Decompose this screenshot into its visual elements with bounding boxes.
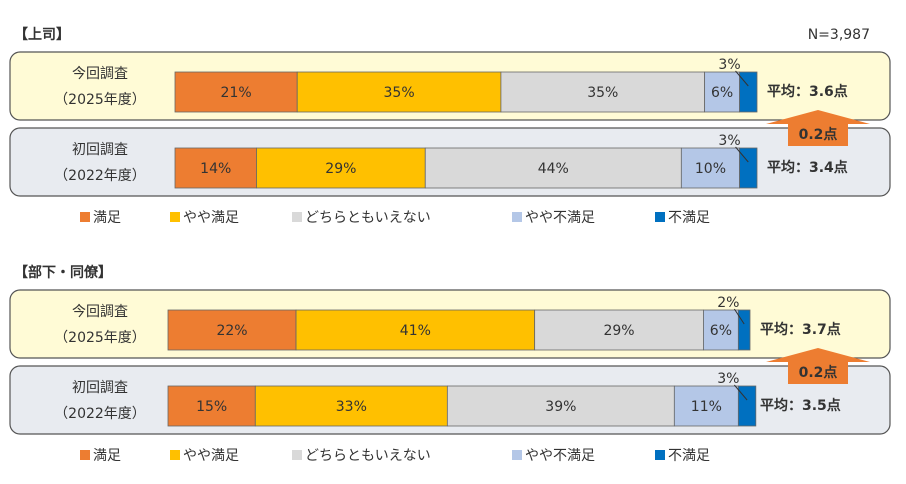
difference-arrow [766,110,870,146]
average-label: 平均：3.6点 [767,83,848,100]
legend-label: 不満足 [668,448,710,464]
value-label: 35% [587,85,618,101]
legend-label: 満足 [93,448,121,464]
leader-line [733,308,745,325]
legend-label: どちらともいえない [305,210,431,226]
category-label: 今回調査 [72,66,128,82]
value-label: 3% [717,371,739,387]
chart-title: 【上司】 [14,27,70,43]
legend-swatch [292,450,302,460]
legend-swatch [292,212,302,222]
legend-swatch [80,212,90,222]
period-label: （2025年度） [54,92,146,108]
legend-swatch [170,212,180,222]
value-label: 6% [711,85,733,101]
legend-label: 不満足 [668,210,710,226]
average-label: 平均：3.5点 [760,397,841,414]
leader-line [733,384,748,401]
bar-segment [174,147,257,189]
bar-segment [534,309,704,351]
value-label: 35% [384,85,415,101]
category-label: 初回調査 [72,379,128,396]
legend-label: どちらともいえない [305,448,431,464]
legend-label: やや不満足 [525,448,595,464]
value-label: 44% [538,161,569,177]
period-label: （2022年度） [54,168,146,184]
legend-swatch [655,450,665,460]
bar-segment [500,71,706,113]
category-label: 今回調査 [72,304,128,320]
difference-arrow [766,348,870,384]
bar-segment [167,385,256,427]
chart-title: 【部下・同僚】 [14,264,112,281]
legend-label: 満足 [93,210,121,226]
legend-swatch [80,450,90,460]
value-label: 29% [325,161,356,177]
average-label: 平均：3.7点 [760,321,841,338]
legend-label: やや満足 [183,448,239,464]
period-label: （2025年度） [54,330,146,346]
value-label: 22% [216,323,247,339]
bar-segment [737,309,751,351]
value-label: 10% [695,161,726,177]
legend-swatch [655,212,665,222]
category-label: 初回調査 [72,141,128,158]
average-label: 平均：3.4点 [767,159,848,176]
bar-segment [167,309,297,351]
value-label: 29% [603,323,634,339]
value-label: 3% [718,133,740,149]
legend-swatch [512,212,522,222]
leader-line [735,70,749,87]
value-label: 33% [336,399,367,415]
value-label: 39% [545,399,576,415]
value-label: 21% [221,85,252,101]
value-label: 14% [200,161,231,177]
leader-line [735,146,749,163]
bar-segment [296,71,502,113]
bar-segment [174,71,298,113]
difference-label: 0.2点 [799,126,838,143]
legend-swatch [512,450,522,460]
bar-segment [673,385,739,427]
value-label: 15% [196,399,227,415]
value-label: 6% [710,323,732,339]
difference-label: 0.2点 [799,364,838,381]
bar-segment [739,147,758,189]
legend-label: やや満足 [183,210,239,226]
value-label: 41% [400,323,431,339]
legend-swatch [170,450,180,460]
value-label: 2% [717,295,739,311]
value-label: 11% [691,399,722,415]
value-label: 3% [718,57,740,73]
bar-segment [739,71,758,113]
period-label: （2022年度） [54,406,146,422]
bar-segment [295,309,536,351]
legend-label: やや不満足 [525,210,595,226]
bar-segment [704,71,740,113]
sample-size: N=3,987 [808,27,870,43]
bar-segment [446,385,675,427]
bar-segment [703,309,739,351]
bar-segment [737,385,757,427]
bar-segment [256,147,426,189]
bar-segment [254,385,448,427]
